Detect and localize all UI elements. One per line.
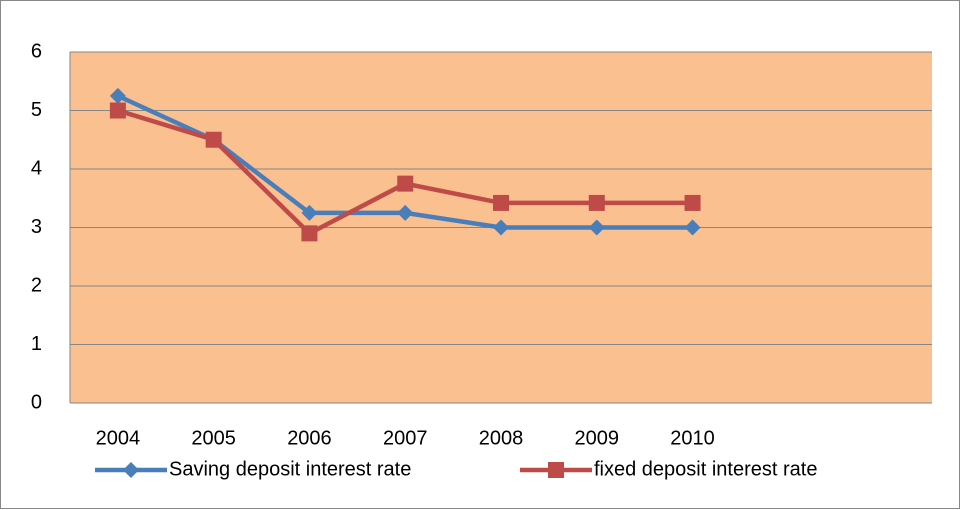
marker [588,194,605,211]
y-tick-label: 3 [31,216,42,238]
marker [109,87,126,104]
marker [301,225,318,242]
legend-label: Saving deposit interest rate [169,458,411,480]
y-tick-label: 2 [31,274,42,296]
marker [397,204,414,221]
x-tick-label: 2006 [287,427,332,449]
y-tick-label: 0 [31,391,42,413]
marker [493,219,509,236]
marker [493,194,509,211]
marker [397,175,414,192]
x-tick-label: 2008 [479,427,524,449]
x-tick-label: 2005 [191,427,236,449]
x-tick-label: 2004 [96,427,141,449]
y-tick-label: 1 [31,333,42,355]
legend-marker [123,462,139,478]
marker [205,131,222,148]
x-tick-label: 2007 [383,427,428,449]
y-tick-label: 4 [31,157,42,179]
legend-marker [548,462,564,478]
legend-label: fixed deposit interest rate [594,458,817,480]
marker [684,194,701,211]
marker [109,102,126,119]
x-tick-label: 2010 [670,427,715,449]
marker [301,204,318,221]
x-tick-label: 2009 [575,427,620,449]
marker [684,219,701,236]
y-tick-label: 5 [31,99,42,121]
y-tick-label: 6 [31,40,42,62]
marker [588,219,605,236]
